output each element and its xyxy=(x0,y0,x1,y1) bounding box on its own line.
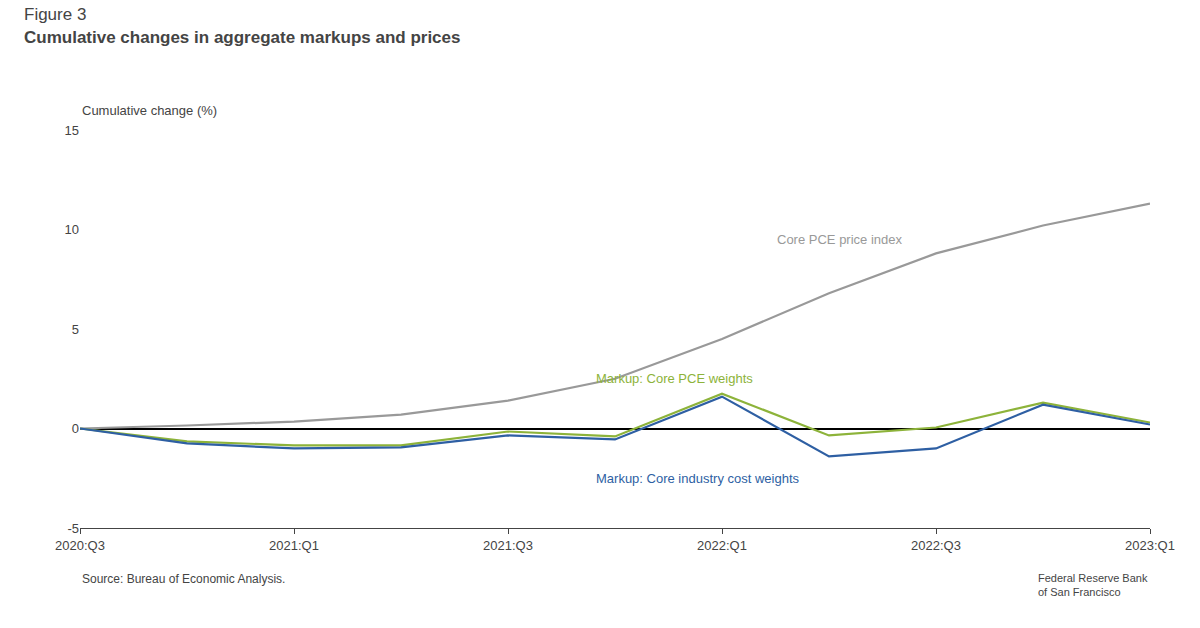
svg-text:2022:Q3: 2022:Q3 xyxy=(911,538,961,553)
svg-text:Cumulative change (%): Cumulative change (%) xyxy=(82,103,217,118)
svg-text:Federal Reserve Bankof San Fra: Federal Reserve Bankof San Francisco xyxy=(1038,572,1148,598)
svg-text:Source: Bureau of Economic Ana: Source: Bureau of Economic Analysis. xyxy=(82,572,285,586)
svg-text:Figure 3Cumulative changes in: Figure 3Cumulative changes in aggregate … xyxy=(24,5,460,46)
svg-text:5: 5 xyxy=(72,322,79,337)
svg-text:2020:Q3: 2020:Q3 xyxy=(55,538,105,553)
svg-text:2021:Q3: 2021:Q3 xyxy=(483,538,533,553)
svg-text:2023:Q1: 2023:Q1 xyxy=(1125,538,1175,553)
svg-text:10: 10 xyxy=(65,222,79,237)
svg-text:Markup: Core PCE weights: Markup: Core PCE weights xyxy=(596,371,753,386)
svg-text:2022:Q1: 2022:Q1 xyxy=(697,538,747,553)
svg-text:-5: -5 xyxy=(67,521,79,536)
svg-text:0: 0 xyxy=(72,421,79,436)
svg-text:Core PCE price index: Core PCE price index xyxy=(777,232,902,247)
svg-text:2021:Q1: 2021:Q1 xyxy=(269,538,319,553)
svg-text:Markup: Core industry cost wei: Markup: Core industry cost weights xyxy=(596,471,800,486)
svg-text:15: 15 xyxy=(65,123,79,138)
